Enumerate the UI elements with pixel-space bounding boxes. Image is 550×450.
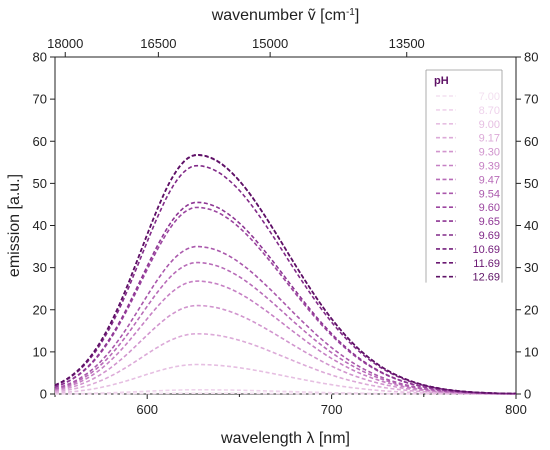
x2-tick-label: 18000 [47,36,83,51]
series-line-9.69 [54,164,517,395]
y-tick-label-right: 40 [524,218,538,233]
y-tick-label-left: 40 [33,218,47,233]
y-tick-label-right: 10 [524,344,538,359]
legend-label-9.69: 9.69 [479,230,500,242]
x-tick-label: 800 [505,402,527,417]
legend-label-12.69: 12.69 [472,272,500,284]
y-tick-label-left: 70 [33,92,47,107]
legend-label-10.69: 10.69 [472,244,500,256]
y-tick-label-left: 0 [40,387,47,402]
series-line-9.65 [54,201,516,395]
legend-label-11.69: 11.69 [473,258,500,270]
series-line-9.60 [54,206,516,395]
legend-label-8.70: 8.70 [479,105,500,117]
y-tick-label-right: 30 [524,260,538,275]
series-line-9.30 [54,304,517,395]
y-tick-label-right: 80 [524,50,538,65]
x-tick-label: 600 [136,402,158,417]
legend-label-9.00: 9.00 [479,119,500,131]
y-tick-label-left: 60 [33,134,47,149]
y-tick-label-left: 30 [33,260,47,275]
series-line-8.70 [55,389,516,395]
y-tick-label-right: 70 [524,92,538,107]
legend-label-9.47: 9.47 [479,174,500,186]
x2-tick-label: 16500 [140,36,176,51]
series-line-9.00 [54,363,517,395]
legend-label-9.54: 9.54 [479,188,500,200]
y-tick-label-left: 80 [33,50,47,65]
x2-axis-title: wavenumber ṽ [cm-1] [211,7,360,25]
series-line-9.54 [54,245,517,395]
y-tick-label-left: 10 [33,344,47,359]
x-tick-label: 700 [321,402,343,417]
y-axis-title: emission [a.u.] [6,174,23,277]
x-axis-title: wavelength λ [nm] [220,430,350,447]
legend-label-9.65: 9.65 [479,216,500,228]
y-tick-label-right: 20 [524,302,538,317]
legend-title: pH [434,75,449,87]
legend-label-7.00: 7.00 [479,91,500,103]
legend-label-9.39: 9.39 [479,161,500,173]
legend-label-9.30: 9.30 [479,147,500,159]
x2-tick-label: 13500 [389,36,425,51]
legend-label-9.60: 9.60 [479,202,500,214]
series-line-12.69 [54,154,516,395]
y-tick-label-right: 0 [524,387,531,402]
y-tick-label-right: 50 [524,176,538,191]
x2-tick-label: 15000 [252,36,288,51]
y-tick-label-left: 20 [33,302,47,317]
y-tick-label-left: 50 [33,176,47,191]
legend-label-9.17: 9.17 [479,133,500,145]
plot-frame [54,56,517,395]
series-line-9.47 [54,261,516,395]
y-tick-label-right: 60 [524,134,538,149]
series-line-9.17 [54,333,516,395]
